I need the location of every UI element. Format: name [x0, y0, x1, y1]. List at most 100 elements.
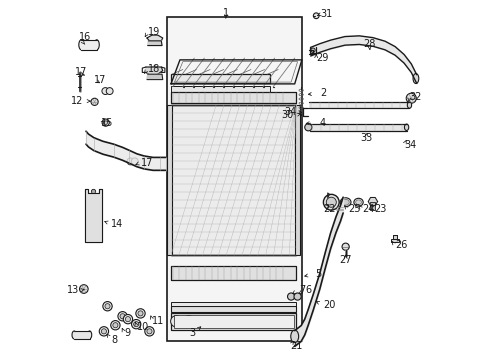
- Ellipse shape: [72, 331, 76, 339]
- Bar: [171, 302, 296, 306]
- Polygon shape: [147, 74, 163, 80]
- Polygon shape: [85, 189, 102, 242]
- Text: 11: 11: [152, 316, 164, 325]
- Polygon shape: [147, 35, 163, 42]
- Text: 12: 12: [71, 96, 83, 106]
- Circle shape: [101, 329, 106, 334]
- Text: 14: 14: [111, 219, 123, 229]
- Circle shape: [131, 319, 141, 329]
- Ellipse shape: [407, 102, 411, 108]
- Text: 21: 21: [290, 341, 302, 351]
- Text: 34: 34: [284, 107, 296, 117]
- Bar: [167, 105, 172, 255]
- Text: 4: 4: [319, 118, 325, 128]
- Text: 25: 25: [347, 204, 360, 215]
- Circle shape: [406, 93, 415, 103]
- Text: 22: 22: [323, 204, 335, 214]
- Bar: [171, 74, 269, 83]
- Ellipse shape: [353, 198, 363, 206]
- Bar: [309, 124, 406, 131]
- Text: 5: 5: [315, 269, 321, 279]
- Circle shape: [91, 98, 98, 105]
- Bar: [171, 105, 296, 255]
- Text: 23: 23: [373, 204, 386, 215]
- Circle shape: [170, 316, 182, 327]
- Circle shape: [323, 194, 339, 210]
- Bar: [390, 239, 399, 242]
- Circle shape: [127, 158, 134, 165]
- Ellipse shape: [79, 40, 83, 50]
- Circle shape: [110, 320, 120, 330]
- Circle shape: [105, 304, 110, 309]
- Text: 15: 15: [101, 118, 113, 128]
- Text: 10: 10: [137, 322, 149, 332]
- Circle shape: [118, 312, 127, 321]
- Ellipse shape: [355, 200, 361, 204]
- Bar: [171, 92, 296, 103]
- Text: 17: 17: [94, 75, 106, 85]
- Text: 1: 1: [223, 8, 228, 18]
- Text: 6: 6: [305, 285, 311, 295]
- Circle shape: [102, 302, 112, 311]
- Bar: [171, 86, 269, 93]
- Ellipse shape: [290, 330, 298, 343]
- Bar: [171, 92, 296, 103]
- Bar: [88, 197, 99, 211]
- Circle shape: [99, 327, 108, 336]
- Bar: [171, 95, 269, 102]
- Ellipse shape: [94, 40, 99, 50]
- Text: 31: 31: [320, 9, 332, 19]
- Text: 7: 7: [298, 285, 305, 295]
- Polygon shape: [147, 41, 162, 45]
- Circle shape: [287, 293, 294, 300]
- Circle shape: [131, 158, 138, 165]
- Text: 28: 28: [363, 40, 375, 49]
- Text: 27: 27: [339, 255, 351, 265]
- Bar: [171, 306, 296, 312]
- Text: 17: 17: [75, 67, 87, 77]
- Bar: [74, 331, 89, 339]
- Circle shape: [148, 37, 152, 40]
- Circle shape: [157, 37, 161, 40]
- Text: 2: 2: [319, 88, 325, 98]
- Circle shape: [325, 197, 336, 207]
- Bar: [294, 105, 300, 255]
- Text: 13: 13: [66, 285, 79, 296]
- Bar: [392, 235, 396, 239]
- Text: 34: 34: [403, 140, 415, 150]
- Circle shape: [138, 311, 143, 316]
- Circle shape: [91, 189, 96, 194]
- Circle shape: [123, 315, 132, 324]
- Ellipse shape: [340, 198, 350, 207]
- Ellipse shape: [404, 124, 408, 131]
- Text: 19: 19: [147, 27, 160, 37]
- Text: 3: 3: [189, 328, 195, 338]
- Bar: [171, 266, 296, 280]
- Bar: [369, 202, 375, 211]
- Text: 18: 18: [147, 64, 160, 74]
- Ellipse shape: [412, 73, 418, 84]
- Bar: [308, 102, 408, 108]
- Ellipse shape: [341, 199, 348, 205]
- Bar: [81, 40, 97, 50]
- Bar: [171, 313, 296, 330]
- Text: 32: 32: [408, 92, 421, 102]
- Circle shape: [133, 321, 139, 327]
- Ellipse shape: [87, 331, 92, 339]
- Circle shape: [113, 323, 118, 328]
- Circle shape: [91, 236, 96, 240]
- Text: 33: 33: [360, 133, 372, 143]
- Text: 29: 29: [316, 53, 328, 63]
- Circle shape: [151, 66, 158, 73]
- Polygon shape: [367, 198, 377, 206]
- Bar: [171, 266, 296, 280]
- Circle shape: [120, 314, 125, 319]
- Circle shape: [136, 309, 145, 318]
- Text: 30: 30: [281, 111, 293, 121]
- Text: 8: 8: [111, 334, 117, 345]
- Text: 9: 9: [124, 328, 130, 338]
- Circle shape: [106, 87, 113, 95]
- Text: 20: 20: [323, 300, 335, 310]
- Circle shape: [102, 119, 109, 126]
- Polygon shape: [145, 67, 163, 76]
